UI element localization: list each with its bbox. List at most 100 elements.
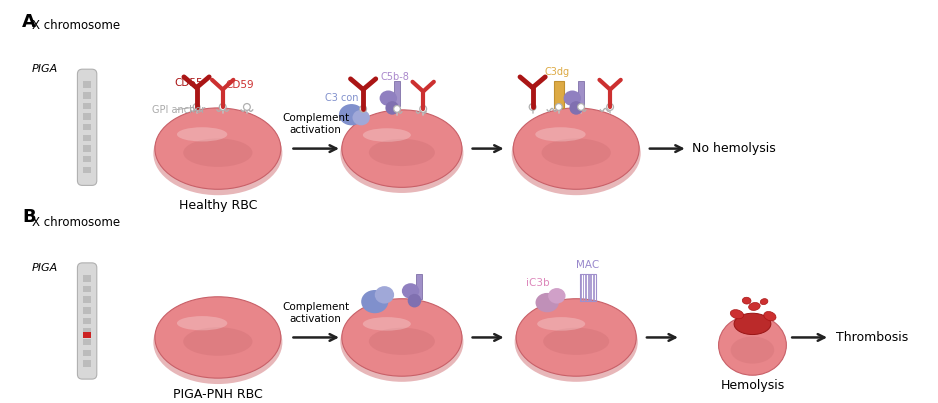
Ellipse shape	[340, 114, 463, 193]
Text: PIGA: PIGA	[32, 263, 58, 273]
Bar	[83, 307, 91, 314]
Bar	[590, 274, 592, 301]
Ellipse shape	[353, 110, 370, 125]
Ellipse shape	[155, 297, 280, 378]
Circle shape	[529, 104, 536, 110]
Circle shape	[193, 104, 200, 110]
Text: C5b-8: C5b-8	[381, 72, 410, 82]
Ellipse shape	[380, 91, 397, 106]
Ellipse shape	[761, 299, 768, 305]
Bar	[83, 135, 91, 141]
Ellipse shape	[341, 110, 461, 187]
Text: MAC: MAC	[576, 260, 599, 270]
Bar	[83, 81, 91, 88]
Ellipse shape	[341, 299, 461, 376]
Ellipse shape	[155, 108, 280, 189]
FancyBboxPatch shape	[78, 263, 97, 379]
Bar	[588, 274, 590, 301]
FancyBboxPatch shape	[78, 69, 97, 185]
Text: CD55: CD55	[174, 78, 204, 88]
Bar	[83, 113, 91, 120]
Bar	[83, 350, 91, 356]
Text: Complement
activation: Complement activation	[282, 302, 349, 324]
Bar	[83, 332, 91, 338]
Ellipse shape	[734, 313, 771, 334]
Text: B: B	[23, 208, 36, 226]
Bar	[83, 124, 91, 131]
Ellipse shape	[339, 104, 364, 125]
Text: Complement
activation: Complement activation	[282, 113, 349, 135]
Ellipse shape	[363, 317, 411, 331]
Bar	[580, 274, 582, 301]
Ellipse shape	[719, 315, 786, 375]
Bar	[83, 339, 91, 345]
Bar	[394, 81, 400, 106]
Ellipse shape	[401, 283, 419, 299]
Ellipse shape	[361, 290, 388, 313]
Text: CD59: CD59	[226, 80, 254, 90]
Bar	[582, 274, 584, 301]
Ellipse shape	[369, 139, 435, 166]
Ellipse shape	[153, 112, 282, 195]
Text: C3 con: C3 con	[325, 93, 358, 103]
Bar	[83, 297, 91, 303]
Circle shape	[578, 104, 584, 110]
Ellipse shape	[177, 316, 227, 330]
Ellipse shape	[511, 112, 641, 195]
Ellipse shape	[548, 288, 566, 303]
Ellipse shape	[541, 138, 611, 167]
Ellipse shape	[153, 301, 282, 384]
Circle shape	[219, 104, 226, 110]
Circle shape	[555, 104, 562, 110]
Ellipse shape	[749, 303, 760, 310]
Ellipse shape	[537, 317, 585, 331]
Bar	[83, 156, 91, 162]
Bar	[416, 274, 422, 299]
Text: Hemolysis: Hemolysis	[720, 379, 784, 392]
Bar	[83, 103, 91, 109]
Ellipse shape	[742, 297, 751, 304]
Text: A: A	[23, 13, 36, 31]
Ellipse shape	[515, 302, 638, 382]
Text: iC3b: iC3b	[525, 278, 550, 288]
Ellipse shape	[543, 328, 609, 355]
Circle shape	[607, 104, 613, 110]
Ellipse shape	[516, 299, 636, 376]
Bar	[83, 318, 91, 324]
Bar	[83, 286, 91, 292]
Ellipse shape	[536, 293, 559, 312]
Text: X chromosome: X chromosome	[32, 19, 120, 32]
Bar	[593, 274, 595, 301]
Bar	[83, 360, 91, 367]
Text: Thrombosis: Thrombosis	[836, 331, 908, 344]
Text: GPI anchor: GPI anchor	[152, 105, 205, 115]
Ellipse shape	[340, 302, 463, 382]
Ellipse shape	[177, 127, 227, 141]
Bar	[83, 92, 91, 98]
Ellipse shape	[369, 328, 435, 355]
Text: Healthy RBC: Healthy RBC	[178, 199, 257, 212]
Ellipse shape	[513, 108, 639, 189]
Bar	[83, 167, 91, 173]
Circle shape	[394, 106, 401, 112]
Bar	[554, 81, 564, 108]
Ellipse shape	[183, 327, 252, 356]
Ellipse shape	[375, 286, 394, 303]
Ellipse shape	[363, 128, 411, 142]
Ellipse shape	[764, 312, 776, 321]
Circle shape	[244, 104, 250, 110]
Ellipse shape	[536, 127, 585, 141]
Ellipse shape	[569, 101, 583, 115]
Bar	[83, 145, 91, 152]
Text: PIGA: PIGA	[32, 64, 58, 74]
Ellipse shape	[408, 294, 421, 307]
Bar	[83, 275, 91, 282]
Ellipse shape	[386, 101, 399, 115]
Bar	[578, 81, 584, 106]
Text: C3dg: C3dg	[544, 67, 569, 77]
Text: No hemolysis: No hemolysis	[692, 142, 776, 155]
Circle shape	[360, 106, 367, 112]
Ellipse shape	[731, 337, 774, 364]
Ellipse shape	[564, 91, 581, 106]
Ellipse shape	[731, 310, 744, 319]
